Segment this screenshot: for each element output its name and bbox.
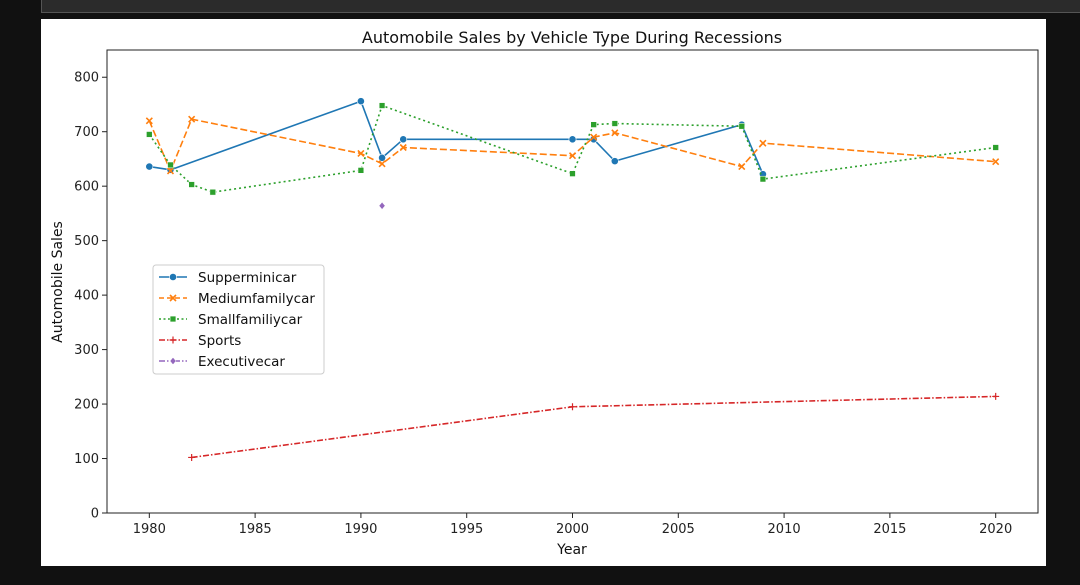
- data-point: [590, 133, 598, 141]
- legend-marker: [169, 294, 177, 302]
- data-point: [611, 129, 619, 137]
- data-point: [209, 189, 216, 196]
- legend-label: Executivecar: [198, 354, 285, 370]
- data-point: [357, 167, 365, 174]
- y-axis: 0 100 200 300 400 500 600 700 800: [74, 71, 107, 522]
- series-sports: [188, 392, 1000, 461]
- x-tick-label: 1980: [133, 522, 166, 537]
- data-point: [188, 453, 196, 461]
- legend-item: Smallfamiliycar: [159, 312, 303, 328]
- data-point: [759, 139, 767, 147]
- y-tick-label: 700: [74, 125, 99, 140]
- x-tick-label: 2020: [979, 522, 1012, 537]
- series-line: [191, 395, 996, 459]
- legend-label: Mediumfamilycar: [198, 291, 315, 307]
- y-tick-label: 0: [91, 507, 99, 522]
- series-executivecar: [378, 201, 386, 210]
- data-point: [378, 153, 386, 162]
- y-tick-label: 100: [74, 452, 99, 467]
- data-point: [399, 143, 407, 152]
- legend-label: Smallfamiliycar: [198, 312, 303, 328]
- data-point: [992, 392, 1000, 400]
- legend: Supperminicar Mediumfamilycar Smallfamiliy…: [152, 264, 325, 375]
- series-line: [148, 118, 996, 172]
- y-axis-label: Automobile Sales: [50, 221, 66, 343]
- x-tick-label: 1985: [239, 522, 272, 537]
- legend-item: Mediumfamilycar: [159, 291, 315, 307]
- legend-marker: [169, 336, 177, 344]
- x-axis: 1980 1985 1990 1995 2000 2005 2010 2015 2020: [133, 513, 1012, 537]
- x-tick-label: 2000: [556, 522, 589, 537]
- legend-label: Sports: [198, 333, 241, 349]
- data-point: [569, 403, 576, 411]
- x-tick-label: 2005: [662, 522, 695, 537]
- data-point: [610, 157, 619, 166]
- data-point: [357, 97, 365, 106]
- chart-title: Automobile Sales by Vehicle Type During …: [362, 28, 782, 47]
- data-point: [188, 181, 195, 188]
- data-point: [992, 158, 1000, 166]
- chart-figure: Automobile Sales by Vehicle Type During …: [41, 19, 1046, 566]
- data-point: [378, 160, 386, 168]
- data-point: [611, 120, 618, 127]
- x-tick-label: 2010: [768, 522, 801, 537]
- y-tick-label: 500: [74, 234, 99, 249]
- data-point: [590, 121, 597, 128]
- legend-box: [152, 264, 325, 375]
- y-tick-label: 300: [74, 343, 99, 358]
- data-point: [569, 170, 576, 177]
- y-tick-label: 200: [74, 398, 99, 413]
- data-point: [738, 123, 745, 130]
- data-point: [188, 115, 196, 123]
- data-point: [357, 149, 365, 158]
- data-point: [738, 163, 746, 171]
- x-axis-label: Year: [556, 542, 587, 558]
- legend-item: Sports: [159, 333, 241, 349]
- data-point: [167, 161, 174, 169]
- data-point: [378, 201, 386, 210]
- data-point: [145, 117, 153, 125]
- x-tick-label: 2015: [873, 522, 906, 537]
- chart-svg: Automobile Sales by Vehicle Type During …: [50, 28, 1039, 558]
- data-point: [759, 175, 767, 183]
- data-point: [568, 152, 577, 160]
- x-tick-label: 1990: [344, 522, 377, 537]
- window-top-bar: [41, 0, 1080, 13]
- series-mediumfamilycar: [145, 115, 1000, 175]
- data-point: [568, 135, 577, 144]
- data-point: [378, 102, 386, 109]
- legend-item: Supperminicar: [159, 270, 297, 286]
- series-line: [149, 100, 764, 175]
- data-point: [145, 162, 154, 171]
- legend-marker: [169, 315, 177, 323]
- series-smallfamiliycar: [146, 102, 999, 196]
- y-tick-label: 800: [74, 71, 99, 86]
- legend-label: Supperminicar: [198, 270, 297, 286]
- series-supperminicar: [145, 97, 767, 179]
- data-point: [146, 131, 153, 138]
- legend-marker: [169, 357, 177, 365]
- data-point: [399, 135, 408, 144]
- legend-item: Executivecar: [159, 354, 285, 370]
- legend-marker: [169, 273, 177, 281]
- y-tick-label: 400: [74, 289, 99, 304]
- data-point: [166, 167, 175, 175]
- y-tick-label: 600: [74, 180, 99, 195]
- data-point: [992, 144, 999, 151]
- series-line: [148, 104, 996, 193]
- x-tick-label: 1995: [450, 522, 483, 537]
- series-layer: [145, 97, 1000, 461]
